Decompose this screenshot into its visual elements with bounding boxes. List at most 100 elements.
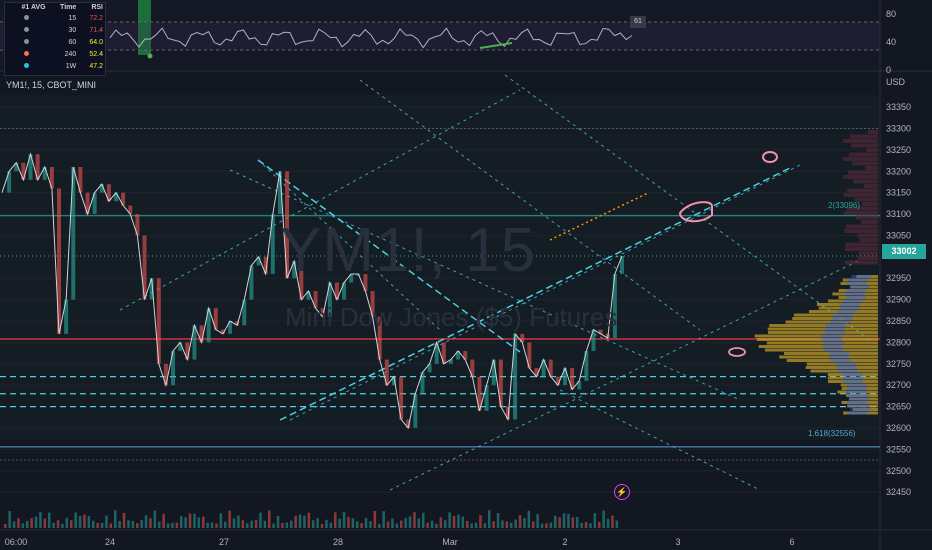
volume-profile-bar xyxy=(855,215,878,220)
candle-body xyxy=(370,291,375,317)
volume-bar xyxy=(83,514,86,528)
candle-body xyxy=(192,325,197,360)
volume-profile-bar xyxy=(848,404,869,408)
candle-body xyxy=(448,359,453,364)
volume-profile-bar xyxy=(851,275,872,278)
candle-body xyxy=(377,316,382,360)
candle-body xyxy=(577,380,582,390)
volume-bar xyxy=(12,521,16,528)
shaded-range-band xyxy=(0,95,880,440)
volume-bar xyxy=(598,521,601,528)
candle-body xyxy=(306,291,311,300)
volume-profile-bar xyxy=(818,306,878,310)
volume-bar xyxy=(219,513,223,528)
volume-profile-bar xyxy=(842,373,863,376)
volume-bar xyxy=(461,516,465,528)
volume-profile-bar xyxy=(865,166,878,170)
volume-bar xyxy=(576,517,579,528)
volume-profile-bar xyxy=(854,197,878,202)
candle-body xyxy=(384,359,389,386)
candle-body xyxy=(14,162,19,172)
volume-profile-bar xyxy=(844,247,878,251)
volume-bar xyxy=(338,518,341,528)
volume-profile-bar xyxy=(846,296,867,299)
row-time: 60 xyxy=(68,38,77,46)
volume-profile-bar xyxy=(847,404,878,408)
volume-profile-bar xyxy=(810,369,878,373)
volume-bar xyxy=(263,520,267,528)
candle-body xyxy=(156,278,161,364)
volume-bar xyxy=(127,520,130,528)
volume-bar xyxy=(290,520,293,528)
time-axis-tick: 28 xyxy=(333,537,343,547)
volume-profile-bar xyxy=(848,394,869,397)
candle-body xyxy=(270,214,275,274)
volume-profile-bar xyxy=(824,348,845,352)
candle-body xyxy=(92,192,97,215)
volume-bar xyxy=(312,520,315,528)
volume-bar xyxy=(56,520,60,528)
volume-profile-bar xyxy=(850,285,878,289)
volume-bar xyxy=(347,516,350,528)
volume-bar xyxy=(593,513,597,528)
volume-bar xyxy=(175,522,179,528)
candle-body xyxy=(99,184,104,193)
volume-bar xyxy=(193,513,196,528)
volume-profile-bar xyxy=(841,401,878,404)
table-row: 1W 47.2 xyxy=(5,60,105,72)
volume-profile-bar xyxy=(848,170,878,175)
volume-bar xyxy=(369,521,372,528)
volume-profile-bar xyxy=(868,130,878,134)
candle-body xyxy=(42,167,47,180)
volume-profile-bar xyxy=(843,211,878,215)
symbol-legend[interactable]: YM1!, 15, CBOT_MINI xyxy=(6,80,97,90)
volume-bar xyxy=(250,520,253,528)
volume-profile-bar xyxy=(847,188,878,193)
candle-body xyxy=(171,350,176,386)
volume-profile-bar xyxy=(779,355,878,359)
volume-profile-bar xyxy=(842,278,878,282)
candle-body xyxy=(498,359,503,407)
candle-body xyxy=(584,350,589,381)
volume-profile-bar xyxy=(828,355,849,359)
volume-bar xyxy=(567,513,570,528)
volume-profile-bar xyxy=(849,397,878,401)
volume-bar xyxy=(4,524,7,528)
candle-body xyxy=(598,329,603,334)
volume-profile-bar xyxy=(767,327,878,331)
volume-profile-bar xyxy=(821,334,842,338)
volume-bar xyxy=(140,519,143,528)
volume-bar xyxy=(395,523,399,528)
candle-body xyxy=(484,385,489,411)
volume-profile-bar xyxy=(849,152,878,157)
volume-profile-bar xyxy=(769,324,878,327)
candle-body xyxy=(327,282,332,317)
table-header-avg: #1 AVG xyxy=(21,4,46,11)
volume-profile-bar xyxy=(838,296,878,299)
volume-bar xyxy=(444,520,447,528)
volume-profile-bar xyxy=(846,383,867,387)
candle-body xyxy=(562,368,567,386)
channel-line xyxy=(559,389,761,491)
volume-profile-bar xyxy=(853,179,878,184)
volume-profile-bar xyxy=(792,317,878,320)
lightning-icon[interactable]: ⚡ xyxy=(614,484,630,500)
candle-body xyxy=(320,308,325,317)
volume-bar xyxy=(96,522,99,528)
price-axis-tick: 32700 xyxy=(886,380,911,390)
volume-bar xyxy=(483,523,487,528)
row-time: 240 xyxy=(64,50,77,58)
candle-body xyxy=(534,368,539,377)
hand-drawn-circle xyxy=(678,201,713,223)
volume-bar xyxy=(276,515,280,528)
volume-bar xyxy=(488,510,491,528)
price-axis-tick: 32750 xyxy=(886,359,911,369)
volume-profile-bar xyxy=(840,282,878,285)
volume-profile-bar xyxy=(843,175,878,179)
volume-bar xyxy=(180,516,183,528)
volume-profile-bar xyxy=(827,380,878,383)
candle-body xyxy=(420,372,425,394)
volume-profile-bar xyxy=(860,220,878,224)
volume-profile-bar xyxy=(827,299,878,303)
